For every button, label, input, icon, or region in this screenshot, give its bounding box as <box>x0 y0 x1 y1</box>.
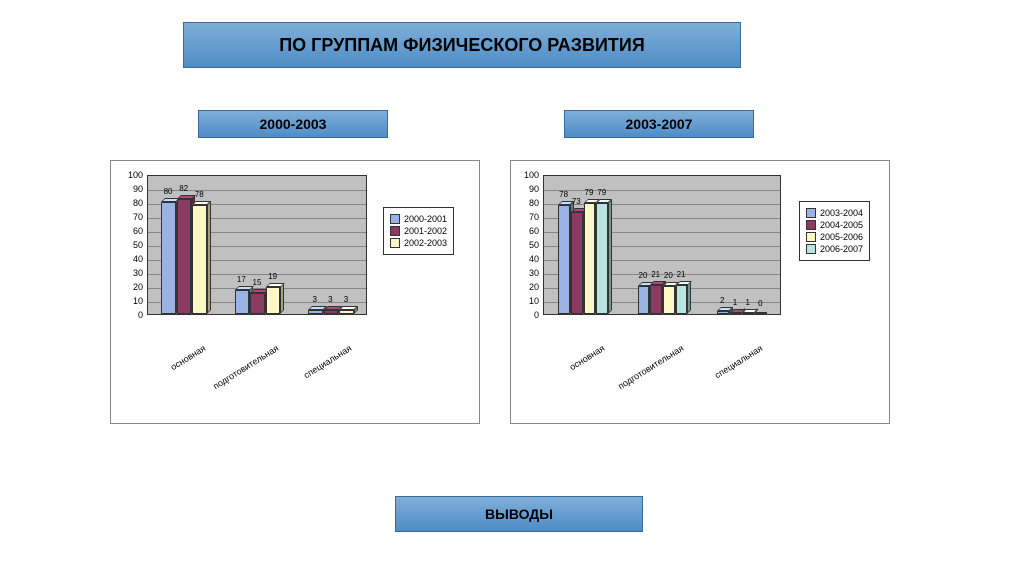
bar-value-label: 21 <box>672 270 690 279</box>
main-title: ПО ГРУППАМ ФИЗИЧЕСКОГО РАЗВИТИЯ <box>183 22 741 68</box>
bar <box>339 310 354 314</box>
category-label: основная <box>127 343 207 398</box>
legend-item: 2004-2005 <box>806 220 863 230</box>
legend-label: 2003-2004 <box>820 208 863 218</box>
legend-label: 2000-2001 <box>404 214 447 224</box>
legend: 2003-2004 2004-2005 2005-2006 2006-2007 <box>799 201 870 261</box>
bar <box>571 212 583 314</box>
y-tick: 30 <box>121 268 143 278</box>
y-tick: 80 <box>517 198 539 208</box>
bar <box>663 286 675 314</box>
bar <box>235 290 250 314</box>
bar-value-label: 3 <box>337 295 355 304</box>
category-label: подготовительная <box>605 343 685 398</box>
y-tick: 0 <box>517 310 539 320</box>
y-tick: 80 <box>121 198 143 208</box>
bar-value-label: 73 <box>567 197 585 206</box>
bar <box>650 285 662 314</box>
legend-item: 2003-2004 <box>806 208 863 218</box>
legend-swatch <box>390 238 400 248</box>
category-label: специальная <box>685 343 765 398</box>
y-tick: 30 <box>517 268 539 278</box>
subtitle-left: 2000-2003 <box>198 110 388 138</box>
y-tick: 10 <box>517 296 539 306</box>
legend-swatch <box>390 214 400 224</box>
legend-item: 2005-2006 <box>806 232 863 242</box>
y-tick: 0 <box>121 310 143 320</box>
subtitle-right: 2003-2007 <box>564 110 754 138</box>
legend-swatch <box>806 244 816 254</box>
bar <box>638 286 650 314</box>
category-label: основная <box>526 343 606 398</box>
y-tick: 90 <box>121 184 143 194</box>
y-tick: 50 <box>517 240 539 250</box>
y-tick: 90 <box>517 184 539 194</box>
bar <box>161 202 176 314</box>
y-tick: 40 <box>121 254 143 264</box>
y-tick: 60 <box>121 226 143 236</box>
y-tick: 60 <box>517 226 539 236</box>
bar-value-label: 19 <box>264 272 282 281</box>
category-label: подготовительная <box>200 343 280 398</box>
bar-value-label: 78 <box>190 190 208 199</box>
legend-item: 2000-2001 <box>390 214 447 224</box>
legend-label: 2005-2006 <box>820 232 863 242</box>
legend-label: 2002-2003 <box>404 238 447 248</box>
legend-item: 2001-2002 <box>390 226 447 236</box>
y-tick: 40 <box>517 254 539 264</box>
bar-value-label: 0 <box>751 299 769 308</box>
chart-left: 0102030405060708090100808278основная1715… <box>110 160 480 424</box>
bar <box>266 287 281 314</box>
y-tick: 10 <box>121 296 143 306</box>
y-tick: 100 <box>121 170 143 180</box>
y-tick: 50 <box>121 240 143 250</box>
bar <box>324 310 339 314</box>
legend-item: 2006-2007 <box>806 244 863 254</box>
legend: 2000-2001 2001-2002 2002-2003 <box>383 207 454 255</box>
bar <box>192 205 207 314</box>
legend-swatch <box>390 226 400 236</box>
legend-item: 2002-2003 <box>390 238 447 248</box>
y-tick: 100 <box>517 170 539 180</box>
bar <box>755 312 767 314</box>
bar <box>717 311 729 314</box>
y-tick: 20 <box>517 282 539 292</box>
chart-right: 010203040506070809010078737979основная20… <box>510 160 890 424</box>
bar <box>308 310 323 314</box>
y-tick: 20 <box>121 282 143 292</box>
legend-swatch <box>806 232 816 242</box>
bar <box>250 293 265 314</box>
bar-value-label: 79 <box>593 188 611 197</box>
legend-label: 2001-2002 <box>404 226 447 236</box>
legend-swatch <box>806 208 816 218</box>
footer-title: ВЫВОДЫ <box>395 496 643 532</box>
category-label: специальная <box>274 343 354 398</box>
bar <box>676 285 688 314</box>
bar <box>584 203 596 314</box>
y-tick: 70 <box>121 212 143 222</box>
bar <box>596 203 608 314</box>
bar <box>177 199 192 314</box>
legend-swatch <box>806 220 816 230</box>
legend-label: 2006-2007 <box>820 244 863 254</box>
bar <box>558 205 570 314</box>
y-tick: 70 <box>517 212 539 222</box>
legend-label: 2004-2005 <box>820 220 863 230</box>
